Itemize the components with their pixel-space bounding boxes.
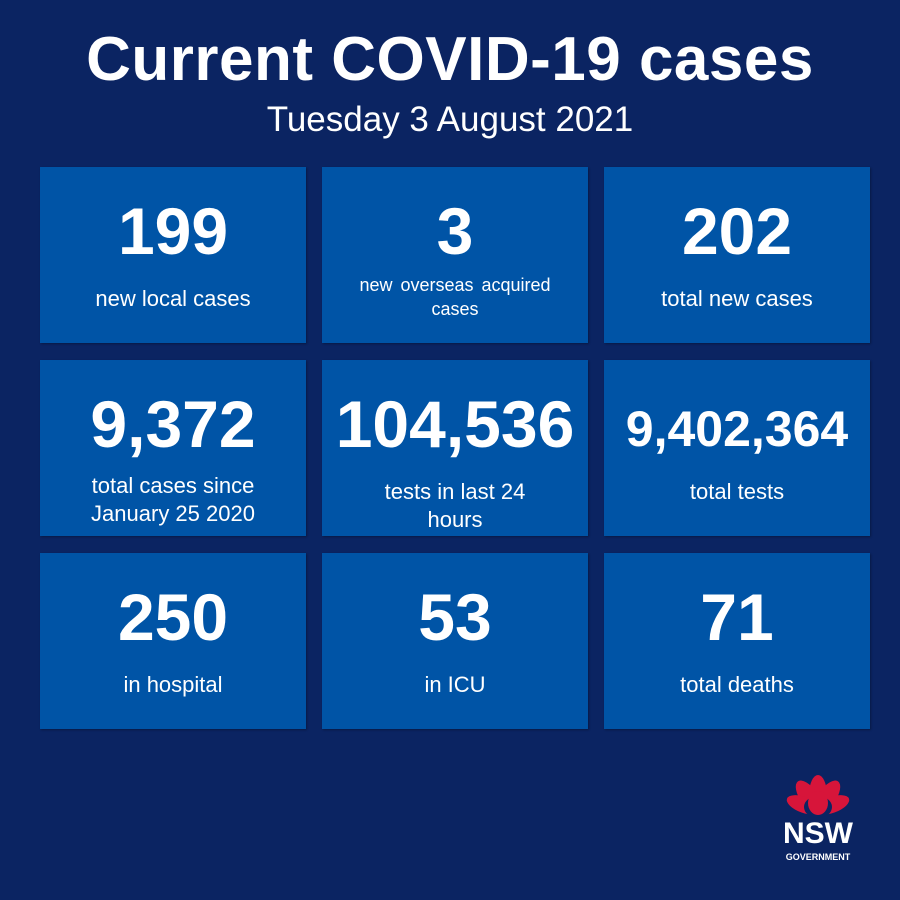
stat-tile: 53 in ICU [322, 553, 588, 729]
stat-label: tests in last 24 hours [384, 479, 526, 532]
stat-label: total new cases [661, 286, 813, 311]
title: Current COVID-19 cases [86, 25, 814, 94]
stat-value: 9,372 [90, 387, 256, 461]
stat-tile: 71 total deaths [604, 553, 870, 729]
logo-sub: GOVERNMENT [786, 852, 851, 862]
stat-value: 199 [117, 194, 229, 268]
stat-value: 71 [700, 580, 774, 654]
stat-label: in ICU [424, 672, 486, 697]
stat-label: new overseas acquired cases [359, 275, 551, 319]
stat-tile: 3 new overseas acquired cases [322, 167, 588, 343]
stat-label: total tests [689, 479, 785, 504]
logo-name: NSW [783, 817, 854, 850]
stat-tile: 199 new local cases [40, 167, 306, 343]
logo: NSW GOVERNMENT [783, 775, 854, 862]
stat-value: 9,402,364 [625, 401, 849, 457]
stat-value: 250 [117, 580, 229, 654]
subtitle: Tuesday 3 August 2021 [266, 100, 634, 139]
stat-tile: 250 in hospital [40, 553, 306, 729]
stat-label: in hospital [123, 672, 223, 697]
stat-value: 202 [681, 194, 793, 268]
stat-value: 53 [418, 580, 492, 654]
stat-value: 104,536 [335, 387, 575, 461]
stat-tile: 9,402,364 total tests [604, 360, 870, 536]
stat-tile: 202 total new cases [604, 167, 870, 343]
stat-tile: 104,536 tests in last 24 hours [322, 360, 588, 536]
stat-label: new local cases [95, 286, 251, 311]
stat-label: total deaths [680, 672, 794, 697]
stat-value: 3 [436, 194, 474, 268]
stat-label: total cases since January 25 2020 [91, 473, 255, 526]
stat-tile: 9,372 total cases since January 25 2020 [40, 360, 306, 536]
